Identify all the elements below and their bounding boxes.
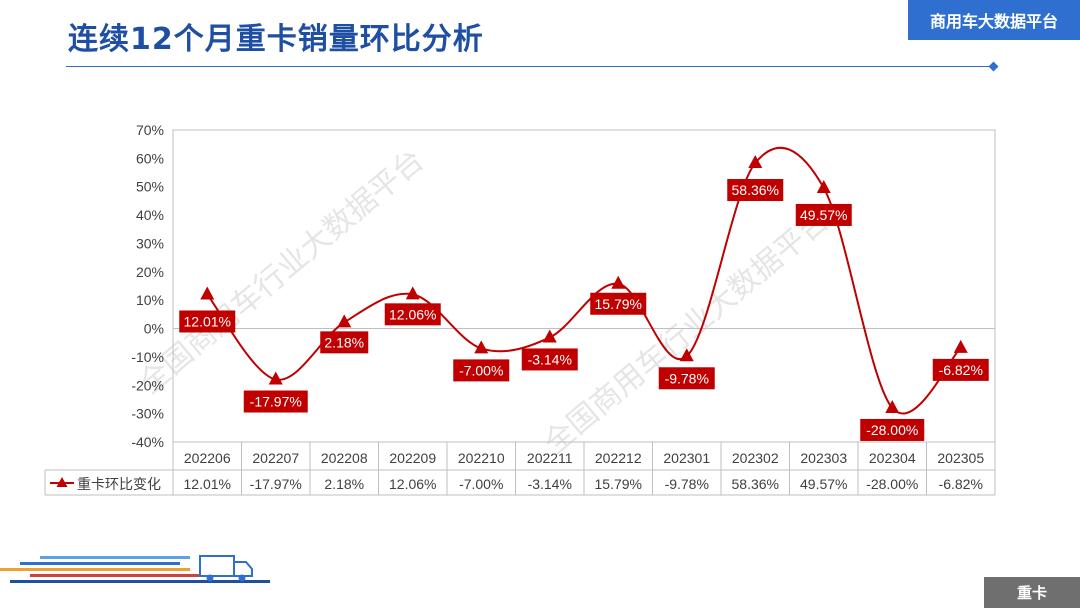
x-tick-label: 202305 [937,450,984,466]
data-label-box [932,358,989,381]
data-label: -17.97% [250,394,302,410]
x-tick-label: 202302 [732,450,779,466]
data-point-triangle [405,286,420,300]
table-value-cell: -6.82% [939,476,983,492]
data-label-box [521,348,578,371]
legend-entry: 重卡环比变化 [77,477,161,493]
data-label-box [453,359,510,382]
y-tick-label: 60% [136,150,164,166]
table-value-cell: 12.06% [389,476,436,492]
series-line [206,146,962,415]
data-label-box [658,367,715,390]
y-tick-label: 10% [136,292,164,308]
x-tick-label: 202208 [321,450,368,466]
data-label: -28.00% [866,422,918,438]
page-title: 连续12个月重卡销量环比分析 [68,22,484,57]
data-label-box [320,331,369,354]
data-point-triangle [337,314,352,328]
table-value-cell: 15.79% [595,476,642,492]
table-value-cell: -17.97% [250,476,302,492]
table-value-cell: 2.18% [324,476,364,492]
data-label-box [384,303,441,326]
data-point-triangle [611,275,626,289]
y-tick-label: 20% [136,264,164,280]
footer-category-tag: 重卡 [984,577,1080,608]
table-value-cell: 58.36% [732,476,779,492]
data-point-triangle [748,155,763,169]
y-tick-label: 40% [136,207,164,223]
x-tick-label: 202304 [869,450,916,466]
y-tick-label: 50% [136,179,164,195]
title-divider [66,66,994,67]
table-value-cell: 12.01% [184,476,231,492]
x-tick-label: 202211 [527,450,573,466]
data-label: -3.14% [528,351,572,367]
data-label-box [590,292,647,315]
table-value-cell: -7.00% [459,476,503,492]
table-value-cell: -28.00% [866,476,918,492]
x-tick-label: 202207 [252,450,299,466]
x-tick-label: 202303 [800,450,847,466]
x-tick-label: 202210 [458,450,505,466]
y-tick-label: 30% [136,235,164,251]
data-label-box [795,203,852,226]
x-tick-label: 202212 [595,450,642,466]
data-label: 49.57% [800,207,847,223]
brand-badge: 商用车大数据平台 [908,0,1080,40]
x-tick-label: 202209 [389,450,436,466]
data-point-triangle [679,348,694,362]
data-label-box [727,179,784,202]
data-point-triangle [885,399,900,413]
data-label: -7.00% [459,362,503,378]
data-point-triangle [542,329,557,343]
data-point-triangle [268,371,283,385]
watermark-text: 全国商用车行业大数据平台 [538,203,836,461]
data-point-triangle [953,339,968,353]
data-label-box [860,418,925,441]
data-point-triangle [200,286,215,300]
watermark-text: 全国商用车行业大数据平台 [133,143,431,401]
x-tick-label: 202301 [663,450,710,466]
data-label-box [179,310,236,333]
y-tick-label: 0% [144,321,164,337]
data-point-triangle [816,179,831,193]
data-label: -9.78% [665,370,709,386]
data-point-triangle [474,340,489,354]
data-label: 15.79% [595,296,642,312]
data-label: 12.01% [184,313,231,329]
y-tick-label: -20% [131,377,164,393]
data-label: 2.18% [324,334,364,350]
y-tick-label: -40% [131,434,164,450]
truck-speed-decoration-icon [0,555,270,583]
table-value-cell: -9.78% [665,476,709,492]
data-label: -6.82% [939,362,983,378]
y-tick-label: -10% [131,349,164,365]
legend-triangle-icon [56,477,68,487]
data-label: 58.36% [732,182,779,198]
y-tick-label: -30% [131,406,164,422]
table-value-cell: -3.14% [528,476,572,492]
table-value-cell: 49.57% [800,476,847,492]
data-label: 12.06% [389,306,436,322]
y-tick-label: 70% [136,122,164,138]
data-label-box [243,390,308,413]
x-tick-label: 202206 [184,450,231,466]
